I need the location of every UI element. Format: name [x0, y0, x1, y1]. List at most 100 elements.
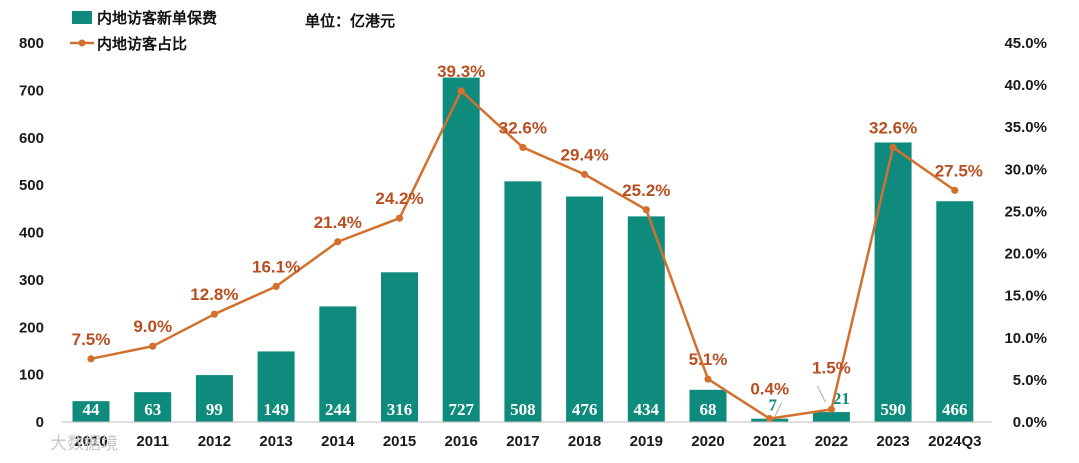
line-point [272, 282, 280, 291]
bar-value-label: 149 [263, 400, 289, 419]
line-value-label: 16.1% [252, 257, 300, 276]
legend: 内地访客新单保费 内地访客占比 [70, 9, 217, 53]
category-label: 2021 [753, 433, 786, 450]
left-tick-label: 800 [19, 35, 44, 52]
line-point [827, 405, 836, 413]
line-value-label: 5.1% [689, 350, 728, 369]
category-label: 2014 [321, 433, 355, 450]
bar-value-label: 68 [700, 400, 717, 419]
left-tick-label: 700 [19, 82, 44, 99]
line-point [766, 415, 774, 423]
bar [195, 375, 233, 422]
line-series: 7.5% 9.0% 12.8% 16.1% 21.4% 24.2% 39.3% 32.6% 29… [72, 62, 983, 423]
line-value-label: 21.4% [314, 213, 362, 232]
category-label: 2016 [445, 433, 478, 450]
bar [442, 77, 480, 423]
bar [689, 389, 727, 422]
line-value-label: 0.4% [750, 380, 789, 399]
right-tick-label: 20.0% [1004, 246, 1047, 263]
right-tick-label: 35.0% [1004, 119, 1047, 136]
line-point [519, 143, 527, 152]
category-label: 2018 [568, 433, 601, 450]
line-value-label: 29.4% [560, 145, 608, 164]
line-point [395, 214, 404, 222]
line-value-label: 39.3% [437, 62, 485, 81]
bar-value-label: 590 [880, 400, 906, 419]
category-label: 2024Q3 [928, 433, 981, 450]
bar-value-label: 476 [572, 400, 598, 419]
line-point [334, 238, 342, 246]
line-point [889, 143, 897, 152]
line-value-label: 12.8% [190, 285, 238, 304]
category-label: 2020 [691, 433, 724, 450]
line-point [87, 355, 95, 363]
line-value-label: 1.5% [812, 358, 851, 377]
line-point [642, 206, 650, 214]
line-point [457, 87, 465, 95]
line-value-label: 32.6% [499, 118, 547, 137]
bar-value-label: 727 [448, 400, 474, 419]
bar [874, 142, 912, 423]
left-tick-label: 100 [19, 367, 44, 384]
bar-value-label: 21 [833, 389, 850, 408]
category-label: 2015 [383, 433, 416, 450]
bar [627, 216, 665, 422]
bar [381, 272, 418, 422]
left-tick-label: 600 [19, 130, 44, 147]
left-tick-label: 400 [19, 225, 44, 242]
left-tick-label: 500 [19, 177, 44, 194]
right-tick-label: 25.0% [1004, 203, 1047, 220]
right-tick-label: 5.0% [1013, 372, 1047, 389]
category-label: 2012 [198, 433, 231, 450]
watermark: 大数据境 [50, 434, 118, 454]
line-point [581, 170, 589, 178]
legend-line-label: 内地访客占比 [97, 35, 187, 53]
line-value-label: 32.6% [869, 118, 917, 137]
unit-label: 单位：亿港元 [305, 12, 395, 30]
right-tick-label: 15.0% [1004, 288, 1047, 305]
right-axis: 0.0% 5.0% 10.0% 15.0% 20.0% 25.0% 30.0% 35.0% 40… [1004, 35, 1047, 431]
line-value-label: 27.5% [935, 161, 983, 180]
left-tick-label: 300 [19, 272, 44, 289]
legend-line-marker [78, 39, 86, 47]
bar [812, 412, 850, 422]
leader-line [816, 385, 826, 403]
right-tick-label: 45.0% [1004, 35, 1047, 52]
category-label: 2022 [815, 433, 848, 450]
line-point [149, 342, 157, 350]
line-point [704, 375, 712, 383]
bar [936, 201, 974, 422]
line-value-label: 25.2% [622, 181, 670, 200]
right-tick-label: 30.0% [1004, 161, 1047, 178]
left-tick-label: 200 [19, 319, 44, 336]
bar-value-label: 63 [144, 400, 161, 419]
bar-value-label: 99 [206, 400, 223, 419]
line-point [951, 186, 959, 194]
bar-value-label: 316 [387, 400, 413, 419]
bar [504, 181, 542, 422]
right-tick-label: 10.0% [1004, 330, 1047, 347]
bar [566, 196, 604, 422]
bar [134, 392, 172, 422]
left-tick-label: 0 [36, 414, 44, 431]
bar-value-label: 466 [942, 400, 968, 419]
category-label: 2017 [506, 433, 539, 450]
x-axis: 2010 2011 2012 2013 2014 2015 2016 2017 2018 2019… [62, 421, 992, 450]
bar-value-label: 434 [634, 400, 660, 419]
right-tick-label: 40.0% [1004, 77, 1047, 94]
line-value-label: 24.2% [375, 189, 423, 208]
bar-value-label: 44 [83, 400, 101, 419]
bar [257, 351, 295, 422]
bars: 44 63 99 149 244 316 727 508 476 434 68 7 21 590 466 [72, 77, 974, 423]
category-label: 2010 [74, 433, 107, 450]
leader-line [774, 402, 783, 417]
line-point [210, 310, 218, 318]
category-label: 2013 [259, 433, 292, 450]
category-label: 2023 [876, 433, 909, 450]
category-label: 2019 [630, 433, 663, 450]
category-label: 2011 [136, 433, 169, 450]
left-axis: 0 100 200 300 400 500 600 700 800 [19, 35, 44, 431]
bar-value-label: 244 [325, 400, 351, 419]
bar [72, 401, 110, 422]
